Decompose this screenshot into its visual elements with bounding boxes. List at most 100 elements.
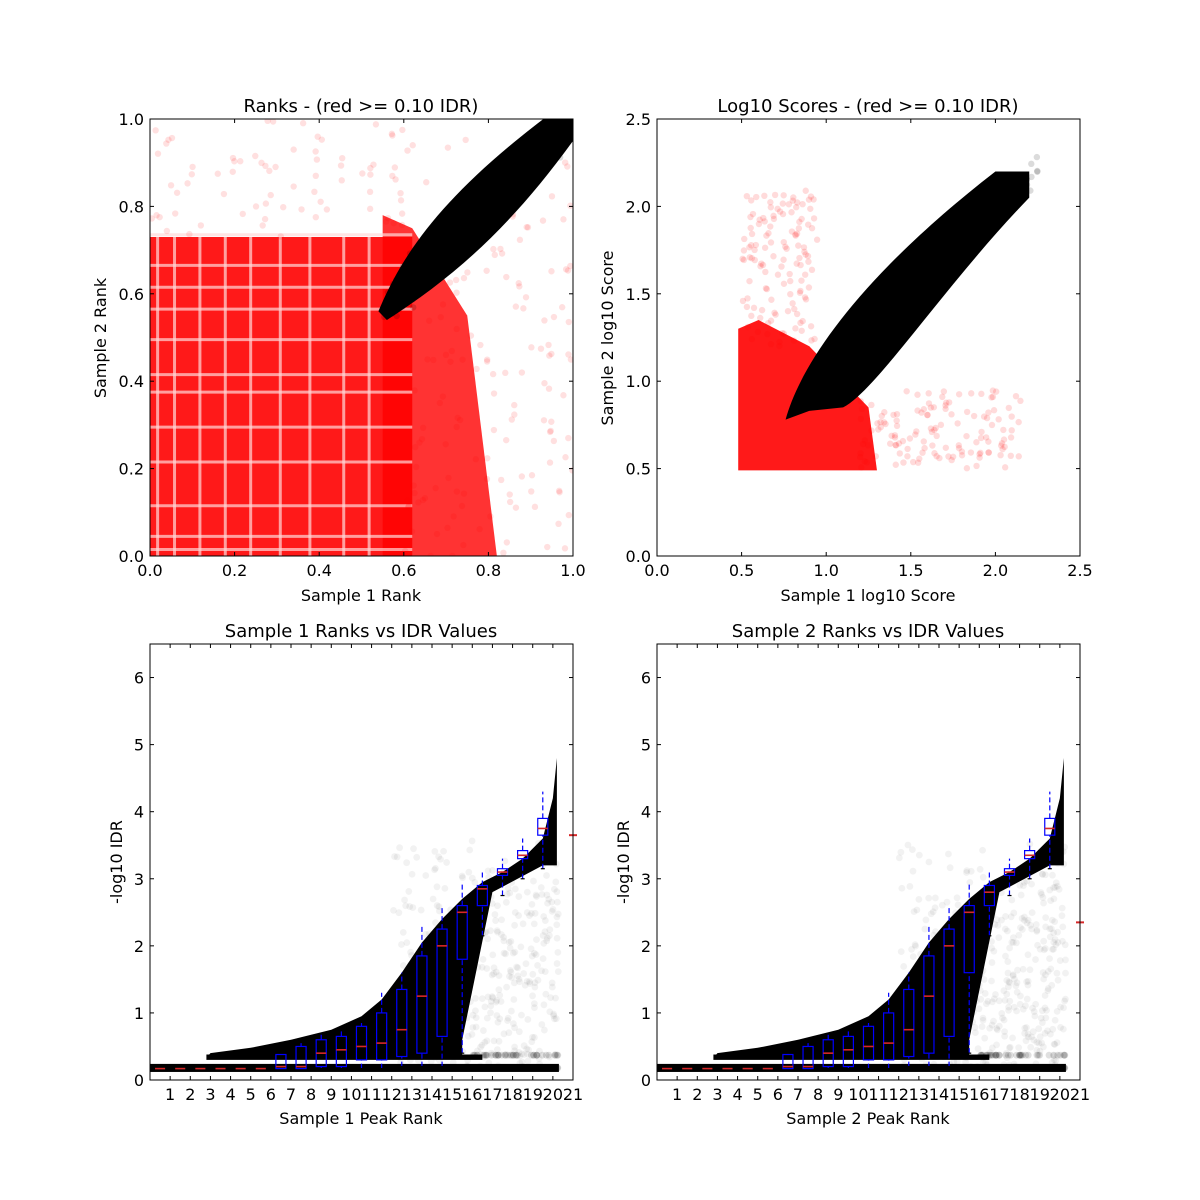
ranks-red-point xyxy=(541,380,548,387)
ranks-black-point xyxy=(545,138,552,146)
sample1-gray-point xyxy=(545,1064,553,1072)
scores-red-point xyxy=(891,432,899,439)
sample2-gray-point xyxy=(907,990,915,998)
sample2-gray-point xyxy=(1039,969,1047,976)
ranks-red-point xyxy=(484,455,491,462)
ranks-black-point xyxy=(485,205,492,213)
sample2-gray-point xyxy=(961,986,969,993)
sample1-gray-point xyxy=(532,858,540,865)
scores-red-point xyxy=(925,400,933,407)
scores-red-point xyxy=(741,235,748,243)
sample1-gray-point xyxy=(552,1064,559,1072)
sample2-gray-point xyxy=(1026,840,1034,848)
sample2-gray-point xyxy=(987,1051,994,1059)
ranks-red-point xyxy=(432,484,439,492)
scores-red-point xyxy=(789,300,796,307)
sample2-gray-point xyxy=(943,947,951,954)
sample2-gray-point xyxy=(1056,957,1064,965)
ranks-red-point xyxy=(416,439,423,446)
sample2-gray-point xyxy=(933,973,941,980)
scores-red-point xyxy=(761,192,768,200)
ranks-black-point xyxy=(523,175,530,182)
scores-black-point xyxy=(976,231,984,238)
scores-ytick-label: 1.0 xyxy=(626,372,651,391)
sample2-gray-point xyxy=(1010,1003,1018,1011)
scores-red-point xyxy=(983,414,991,422)
sample2-box xyxy=(802,1045,814,1070)
scores-red-point xyxy=(1007,452,1015,460)
sample1-gray-point xyxy=(464,983,472,991)
sample1-gray-point xyxy=(399,928,407,936)
sample2-gray-point xyxy=(1021,1030,1029,1037)
scores-black-point xyxy=(1028,173,1035,181)
sample1-gray-point xyxy=(494,1062,502,1070)
sample1-gray-point xyxy=(463,1062,471,1070)
ranks-black-point xyxy=(406,292,413,299)
sample1-gray-point xyxy=(489,994,497,1002)
sample2-gray-point xyxy=(1033,1051,1041,1059)
scores-red-point xyxy=(802,296,810,303)
ranks-red-point xyxy=(498,250,506,257)
sample2-gray-point xyxy=(961,1051,968,1059)
sample2-gray-point xyxy=(1051,918,1059,926)
sample2-mid-band xyxy=(713,1054,990,1060)
sample1-gray-point xyxy=(513,963,520,971)
scores-black-point xyxy=(867,329,874,336)
ranks-black-point xyxy=(391,288,398,296)
scores-black-point xyxy=(1015,188,1022,195)
ranks-black-point xyxy=(433,261,440,269)
ranks-red-point xyxy=(491,251,498,259)
ranks-black-point xyxy=(494,192,501,200)
sample1-gray-point xyxy=(516,1059,524,1067)
sample1-gray-point xyxy=(504,1017,511,1024)
scores-black-point xyxy=(1034,167,1041,175)
ranks-red-point xyxy=(399,126,406,134)
sample1-gray-point xyxy=(516,978,523,986)
sample1-gray-point xyxy=(469,1011,477,1019)
ranks-black-point xyxy=(494,178,501,185)
scores-red-point xyxy=(856,453,864,461)
scores-black-point xyxy=(805,382,813,390)
sample1-gray-point xyxy=(518,1050,526,1058)
scores-red-point xyxy=(763,232,770,239)
ranks-red-point xyxy=(464,269,471,276)
ranks-red-point xyxy=(567,262,573,270)
ranks-red-point xyxy=(337,162,345,169)
scores-red-point xyxy=(795,225,803,232)
scores-red-point xyxy=(857,398,864,405)
scores-xtick-label: 2.0 xyxy=(983,561,1008,580)
scores-black-point xyxy=(906,281,914,288)
ranks-red-point xyxy=(311,188,318,196)
ranks-black-point xyxy=(458,228,465,235)
scores-red-point xyxy=(1015,418,1022,426)
ranks-black-point xyxy=(483,203,490,211)
sample2-gray-point xyxy=(1050,945,1057,953)
ranks-red-point xyxy=(528,344,535,351)
ranks-red-point xyxy=(524,224,532,231)
sample1-box xyxy=(396,988,408,1058)
sample2-gray-point xyxy=(953,1058,961,1066)
ranks-red-point xyxy=(397,189,404,197)
scores-red-point xyxy=(783,245,790,252)
scores-red-point xyxy=(890,411,897,419)
ranks-black-point xyxy=(491,202,498,209)
sample2-gray-point xyxy=(939,1030,947,1038)
scores-red-point xyxy=(740,256,748,264)
ranks-black-point xyxy=(458,218,465,225)
scores-red-point xyxy=(798,277,805,284)
scores-black-point xyxy=(872,329,880,336)
sample2-gray-point xyxy=(1050,1064,1057,1072)
ranks-black-point xyxy=(556,143,563,150)
scores-black-point xyxy=(985,216,992,224)
sample2-gray-point xyxy=(1053,969,1061,977)
scores-xtick-label: 1.5 xyxy=(898,561,923,580)
ranks-red-point xyxy=(528,488,535,495)
sample2-gray-point xyxy=(917,950,924,958)
sample1-gray-point xyxy=(543,891,551,899)
scores-red-point xyxy=(754,328,762,336)
ranks-red-point xyxy=(391,164,399,171)
sample2-gray-point xyxy=(1041,871,1049,879)
ranks-red-point xyxy=(312,213,320,221)
sample1-box xyxy=(456,904,468,960)
